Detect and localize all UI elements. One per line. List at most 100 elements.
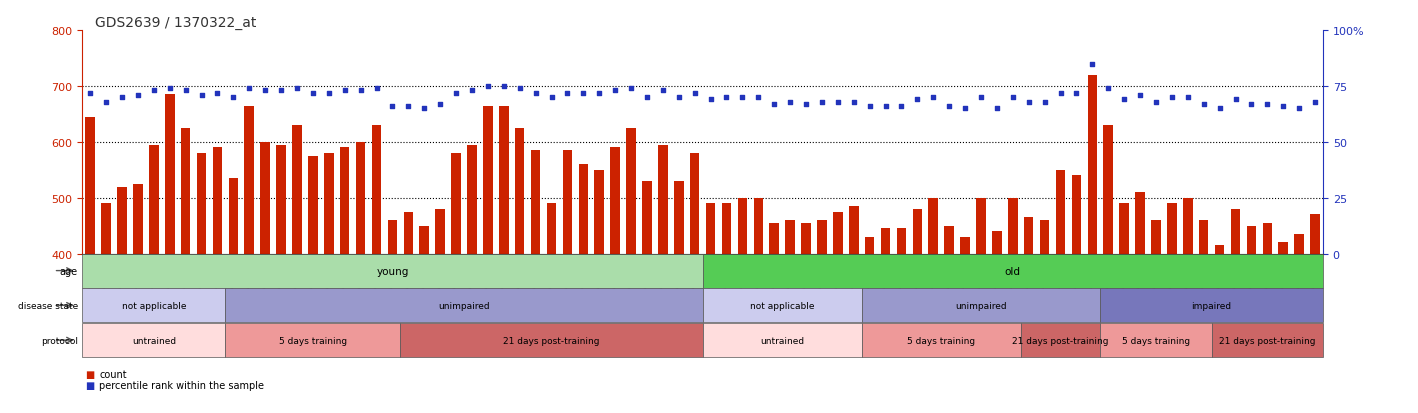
Point — [556, 90, 579, 97]
Bar — [706, 204, 715, 254]
Bar — [182, 128, 190, 254]
Point — [732, 95, 754, 101]
Point — [223, 95, 245, 101]
Bar — [849, 206, 858, 254]
Point — [858, 104, 881, 110]
Point — [1113, 97, 1136, 103]
Bar — [1167, 204, 1177, 254]
Bar — [1310, 215, 1320, 254]
Bar — [1008, 198, 1018, 254]
Point — [1256, 101, 1279, 108]
Bar — [467, 145, 476, 254]
Bar — [881, 229, 891, 254]
Bar — [674, 181, 683, 254]
Text: untrained: untrained — [760, 336, 804, 345]
Point — [668, 95, 691, 101]
Point — [1303, 99, 1326, 106]
Bar — [832, 212, 842, 254]
Point — [302, 90, 325, 97]
Bar — [817, 221, 827, 254]
Bar — [325, 154, 333, 254]
Bar — [515, 128, 525, 254]
Text: 5 days training: 5 days training — [1122, 336, 1190, 345]
Point — [1224, 97, 1246, 103]
Text: ■: ■ — [85, 380, 95, 390]
Point — [174, 88, 197, 95]
Bar — [308, 157, 318, 254]
Point — [954, 106, 977, 112]
Point — [1193, 101, 1215, 108]
Point — [254, 88, 277, 95]
Bar — [737, 198, 747, 254]
Text: GDS2639 / 1370322_at: GDS2639 / 1370322_at — [95, 16, 257, 30]
Point — [1144, 99, 1167, 106]
Point — [95, 99, 118, 106]
Point — [1272, 104, 1295, 110]
Text: unimpaired: unimpaired — [956, 301, 1007, 310]
Bar — [1039, 221, 1049, 254]
Bar — [149, 145, 159, 254]
Point — [159, 85, 182, 92]
Bar — [579, 165, 588, 254]
Point — [778, 99, 801, 106]
Bar — [1279, 243, 1288, 254]
Text: 21 days post-training: 21 days post-training — [503, 336, 600, 345]
Bar — [642, 181, 652, 254]
Point — [986, 106, 1008, 112]
Point — [922, 95, 944, 101]
Point — [126, 93, 149, 99]
Point — [428, 101, 451, 108]
Bar — [420, 226, 430, 254]
Bar — [1072, 176, 1081, 254]
Point — [492, 83, 515, 90]
Point — [747, 95, 770, 101]
Point — [1081, 61, 1103, 68]
Point — [906, 97, 929, 103]
Point — [1034, 99, 1056, 106]
Point — [540, 95, 563, 101]
Bar — [228, 179, 238, 254]
Bar — [1088, 76, 1098, 254]
Bar — [658, 145, 668, 254]
Point — [842, 99, 865, 106]
Point — [285, 85, 308, 92]
Bar — [563, 151, 573, 254]
Bar — [101, 204, 111, 254]
Bar — [435, 209, 445, 254]
Bar — [213, 148, 223, 254]
Bar — [1295, 235, 1305, 254]
Point — [269, 88, 292, 95]
Bar — [1262, 223, 1272, 254]
Point — [794, 101, 817, 108]
Bar — [484, 106, 492, 254]
Bar — [801, 223, 811, 254]
Bar — [913, 209, 922, 254]
Bar — [85, 117, 95, 254]
Bar — [1215, 246, 1224, 254]
Point — [190, 93, 213, 99]
Bar — [627, 128, 635, 254]
Point — [970, 95, 993, 101]
Bar — [1103, 126, 1113, 254]
Point — [238, 85, 261, 92]
Point — [588, 90, 611, 97]
Bar — [133, 184, 143, 254]
Point — [206, 90, 228, 97]
Bar — [976, 198, 986, 254]
Bar — [1024, 218, 1034, 254]
Point — [1065, 90, 1088, 97]
Point — [142, 88, 164, 95]
Point — [875, 104, 898, 110]
Bar — [118, 187, 126, 254]
Point — [349, 88, 372, 95]
Bar — [197, 154, 207, 254]
Text: percentile rank within the sample: percentile rank within the sample — [99, 380, 264, 390]
Bar — [1200, 221, 1208, 254]
Text: 21 days post-training: 21 days post-training — [1219, 336, 1316, 345]
Point — [1208, 106, 1231, 112]
Bar — [244, 106, 254, 254]
Point — [445, 90, 468, 97]
Point — [333, 88, 356, 95]
Text: untrained: untrained — [132, 336, 176, 345]
Point — [381, 104, 404, 110]
